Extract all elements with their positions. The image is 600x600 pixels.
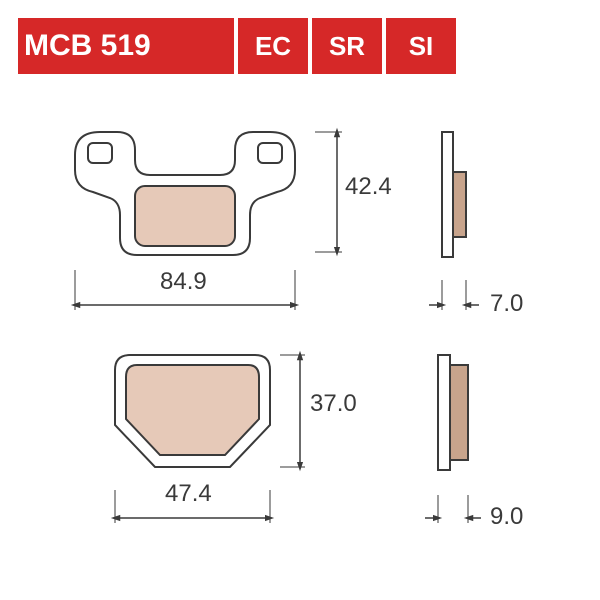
dim-37-0: 37.0 bbox=[310, 390, 357, 418]
dim-47-4: 47.4 bbox=[165, 480, 212, 508]
dim-9-0: 9.0 bbox=[490, 503, 523, 531]
dim-7-0: 7.0 bbox=[490, 290, 523, 318]
dim-42-4: 42.4 bbox=[345, 173, 392, 201]
diagram-page: MCB 519 EC SR SI bbox=[0, 0, 600, 600]
dim-84-9: 84.9 bbox=[160, 268, 207, 296]
